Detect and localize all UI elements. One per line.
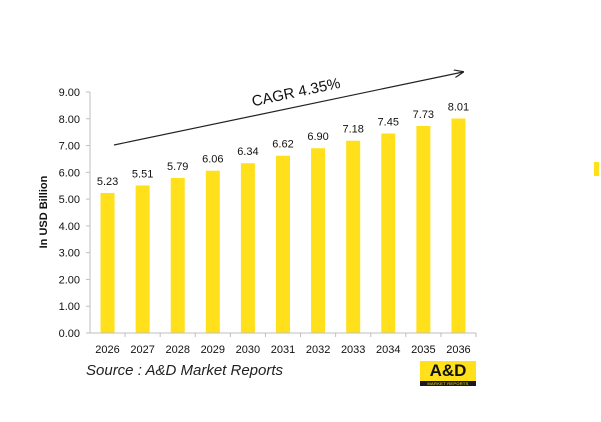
x-tick-label-2030: 2030 bbox=[236, 344, 260, 356]
value-label-2028: 5.79 bbox=[167, 161, 188, 173]
y-tick-label: 4.00 bbox=[59, 221, 80, 233]
value-label-2033: 7.18 bbox=[342, 124, 363, 136]
cagr-annotation: CAGR 4.35% bbox=[250, 75, 342, 110]
bar-2031 bbox=[276, 155, 290, 333]
cagr-arrow bbox=[113, 72, 463, 146]
value-label-2034: 7.45 bbox=[378, 117, 399, 129]
bar-2036 bbox=[451, 118, 466, 333]
y-tick-label: 6.00 bbox=[59, 167, 80, 179]
value-label-2029: 6.06 bbox=[202, 154, 223, 166]
ad-logo: A&D MARKET REPORTS bbox=[420, 361, 476, 386]
x-tick-label-2027: 2027 bbox=[130, 344, 154, 356]
value-label-2032: 6.90 bbox=[307, 131, 328, 143]
value-labels-group: 5.23 5.51 5.79 6.06 6.34 6.62 6.90 7.18 7.45 7.73… bbox=[97, 102, 469, 188]
yellow-marker bbox=[594, 162, 599, 176]
x-tick-label-2035: 2035 bbox=[411, 344, 435, 356]
y-tick-label: 5.00 bbox=[59, 194, 80, 206]
y-tick-label: 1.00 bbox=[59, 301, 80, 313]
y-axis-label: In USD Billion bbox=[38, 175, 50, 248]
bar-2034 bbox=[381, 133, 396, 333]
value-label-2031: 6.62 bbox=[272, 139, 293, 151]
value-label-2035: 7.73 bbox=[413, 109, 434, 121]
logo-text: A&D bbox=[420, 361, 476, 381]
value-label-2036: 8.01 bbox=[448, 102, 469, 114]
bar-2028 bbox=[170, 177, 185, 333]
logo-subtext: MARKET REPORTS bbox=[427, 381, 469, 386]
y-tick-label: 0.00 bbox=[59, 328, 80, 340]
value-label-2026: 5.23 bbox=[97, 176, 118, 188]
bar-2026 bbox=[100, 192, 115, 333]
y-tick-label: 2.00 bbox=[59, 274, 80, 286]
bar-2030 bbox=[240, 163, 255, 333]
x-tick-label-2033: 2033 bbox=[341, 344, 365, 356]
x-axis-ticks: 2026 2027 2028 2029 2030 2031 2032 2033 2034 2035… bbox=[95, 333, 477, 356]
x-tick-label-2036: 2036 bbox=[446, 344, 470, 356]
y-tick-label: 9.00 bbox=[59, 87, 80, 99]
x-tick-label-2034: 2034 bbox=[376, 344, 400, 356]
x-tick-label-2028: 2028 bbox=[165, 344, 189, 356]
value-label-2030: 6.34 bbox=[237, 146, 258, 158]
x-tick-label-2031: 2031 bbox=[271, 344, 295, 356]
bar-2032 bbox=[311, 148, 326, 333]
bar-2033 bbox=[346, 140, 361, 333]
bar-2035 bbox=[416, 126, 431, 333]
x-tick-label-2029: 2029 bbox=[201, 344, 225, 356]
bar-2027 bbox=[135, 185, 150, 333]
y-tick-label: 7.00 bbox=[59, 141, 80, 153]
bars-group bbox=[100, 118, 466, 333]
y-tick-label: 3.00 bbox=[59, 248, 80, 260]
y-tick-label: 8.00 bbox=[59, 114, 80, 126]
x-tick-label-2032: 2032 bbox=[306, 344, 330, 356]
x-tick-label-2026: 2026 bbox=[95, 344, 119, 356]
source-caption: Source : A&D Market Reports bbox=[86, 362, 284, 379]
value-label-2027: 5.51 bbox=[132, 168, 153, 180]
y-axis-ticks: 0.00 1.00 2.00 3.00 4.00 5.00 6.00 7.00 8.00 9.00 bbox=[59, 87, 90, 340]
bar-2029 bbox=[205, 170, 220, 333]
